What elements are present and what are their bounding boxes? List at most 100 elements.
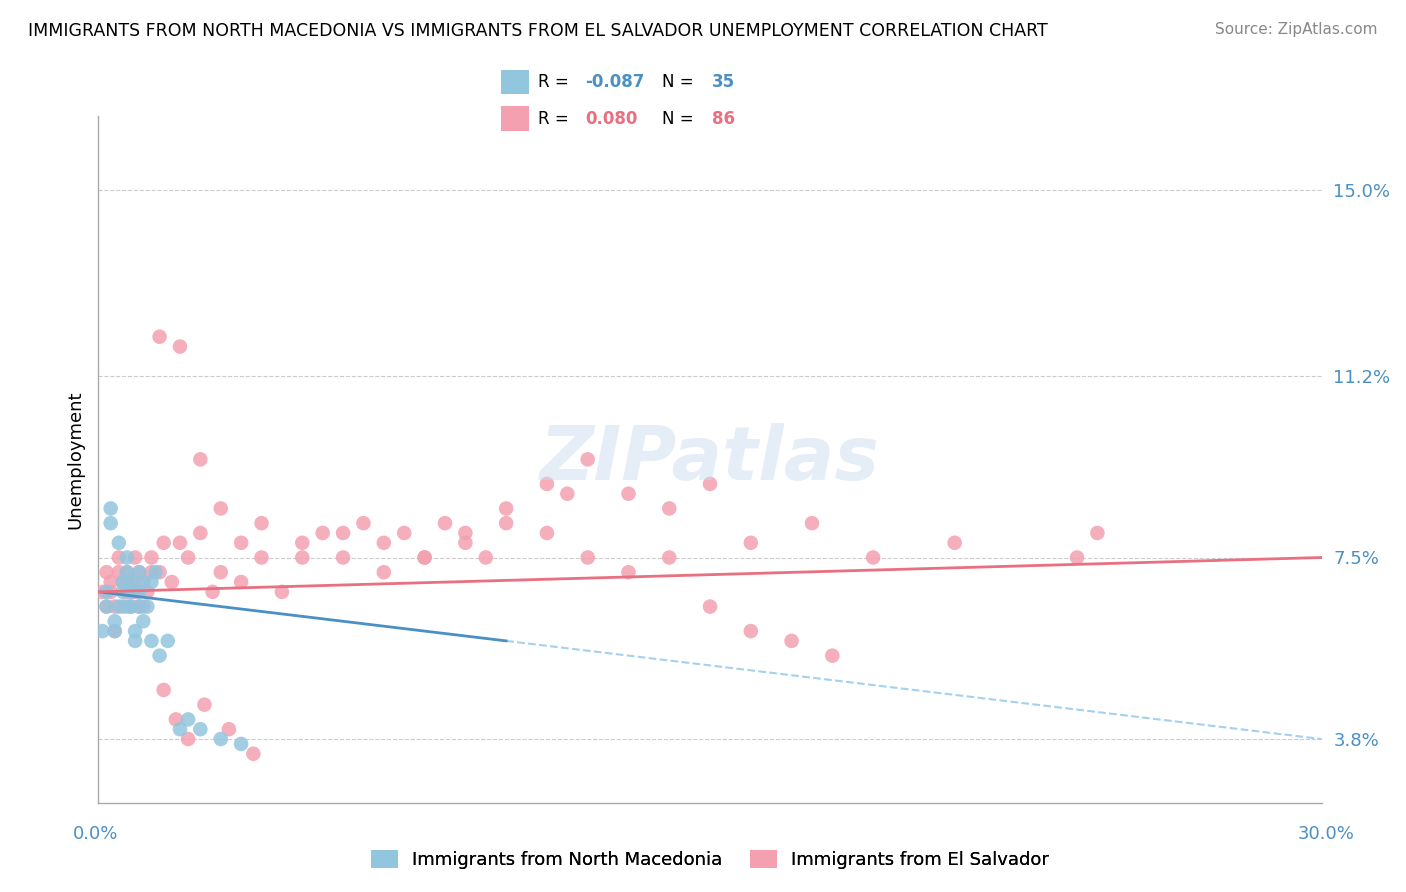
- Text: ZIPatlas: ZIPatlas: [540, 423, 880, 496]
- Point: [124, 633, 146, 648]
- Point: [96, 599, 118, 614]
- Point: [111, 575, 134, 590]
- Point: [209, 501, 232, 516]
- Point: [156, 633, 179, 648]
- Point: [149, 330, 172, 344]
- Point: [169, 340, 191, 354]
- Point: [699, 477, 721, 491]
- Point: [100, 516, 122, 530]
- Point: [699, 599, 721, 614]
- Point: [201, 585, 224, 599]
- Point: [152, 535, 174, 549]
- Point: [250, 516, 273, 530]
- Point: [536, 477, 558, 491]
- Point: [250, 550, 273, 565]
- Point: [96, 599, 118, 614]
- Point: [231, 535, 253, 549]
- Point: [177, 550, 200, 565]
- Point: [104, 624, 127, 639]
- Point: [132, 614, 155, 628]
- Point: [91, 624, 114, 639]
- Point: [108, 535, 131, 549]
- Point: [332, 550, 354, 565]
- Point: [169, 723, 191, 737]
- Text: R =: R =: [538, 110, 575, 128]
- Point: [128, 566, 150, 580]
- Point: [111, 585, 134, 599]
- Point: [145, 566, 167, 580]
- Text: -0.087: -0.087: [585, 73, 644, 91]
- Point: [152, 683, 174, 698]
- Point: [115, 566, 138, 580]
- Point: [188, 452, 212, 467]
- Point: [141, 633, 163, 648]
- Point: [291, 535, 314, 549]
- Point: [495, 516, 517, 530]
- Point: [177, 712, 200, 726]
- Point: [128, 599, 150, 614]
- Point: [120, 575, 142, 590]
- Point: [454, 526, 477, 541]
- Point: [188, 526, 212, 541]
- Point: [209, 731, 232, 746]
- Point: [115, 575, 138, 590]
- Point: [474, 550, 498, 565]
- Point: [120, 575, 142, 590]
- Point: [124, 585, 146, 599]
- Text: 0.080: 0.080: [585, 110, 637, 128]
- Point: [128, 585, 150, 599]
- Point: [454, 535, 477, 549]
- Point: [132, 599, 155, 614]
- Point: [120, 585, 142, 599]
- Point: [124, 585, 146, 599]
- Point: [136, 585, 159, 599]
- Point: [100, 575, 122, 590]
- Point: [96, 566, 118, 580]
- Point: [111, 575, 134, 590]
- Text: 35: 35: [711, 73, 735, 91]
- Point: [270, 585, 294, 599]
- Text: Source: ZipAtlas.com: Source: ZipAtlas.com: [1215, 22, 1378, 37]
- Point: [104, 624, 127, 639]
- Point: [373, 566, 395, 580]
- Point: [780, 633, 803, 648]
- Point: [111, 599, 134, 614]
- Bar: [502, 70, 529, 95]
- Point: [242, 747, 264, 761]
- Point: [124, 550, 146, 565]
- Text: N =: N =: [662, 110, 699, 128]
- Point: [576, 550, 599, 565]
- Point: [740, 624, 762, 639]
- Point: [576, 452, 599, 467]
- Point: [91, 585, 114, 599]
- Point: [312, 526, 335, 541]
- Point: [96, 585, 118, 599]
- Point: [352, 516, 374, 530]
- Point: [413, 550, 436, 565]
- Point: [149, 566, 172, 580]
- Point: [120, 599, 142, 614]
- Point: [943, 535, 966, 549]
- Point: [231, 575, 253, 590]
- Point: [160, 575, 183, 590]
- Bar: [502, 106, 529, 130]
- Point: [821, 648, 844, 663]
- Point: [434, 516, 457, 530]
- Text: N =: N =: [662, 73, 699, 91]
- Legend: Immigrants from North Macedonia, Immigrants from El Salvador: Immigrants from North Macedonia, Immigra…: [364, 842, 1056, 876]
- Point: [108, 550, 131, 565]
- Point: [104, 614, 127, 628]
- Point: [231, 737, 253, 751]
- Point: [1066, 550, 1088, 565]
- Text: R =: R =: [538, 73, 575, 91]
- Point: [218, 723, 240, 737]
- Point: [658, 550, 681, 565]
- Point: [149, 648, 172, 663]
- Text: 0.0%: 0.0%: [73, 825, 118, 843]
- Point: [100, 585, 122, 599]
- Point: [115, 599, 138, 614]
- Point: [193, 698, 215, 712]
- Point: [1085, 526, 1108, 541]
- Point: [862, 550, 884, 565]
- Point: [536, 526, 558, 541]
